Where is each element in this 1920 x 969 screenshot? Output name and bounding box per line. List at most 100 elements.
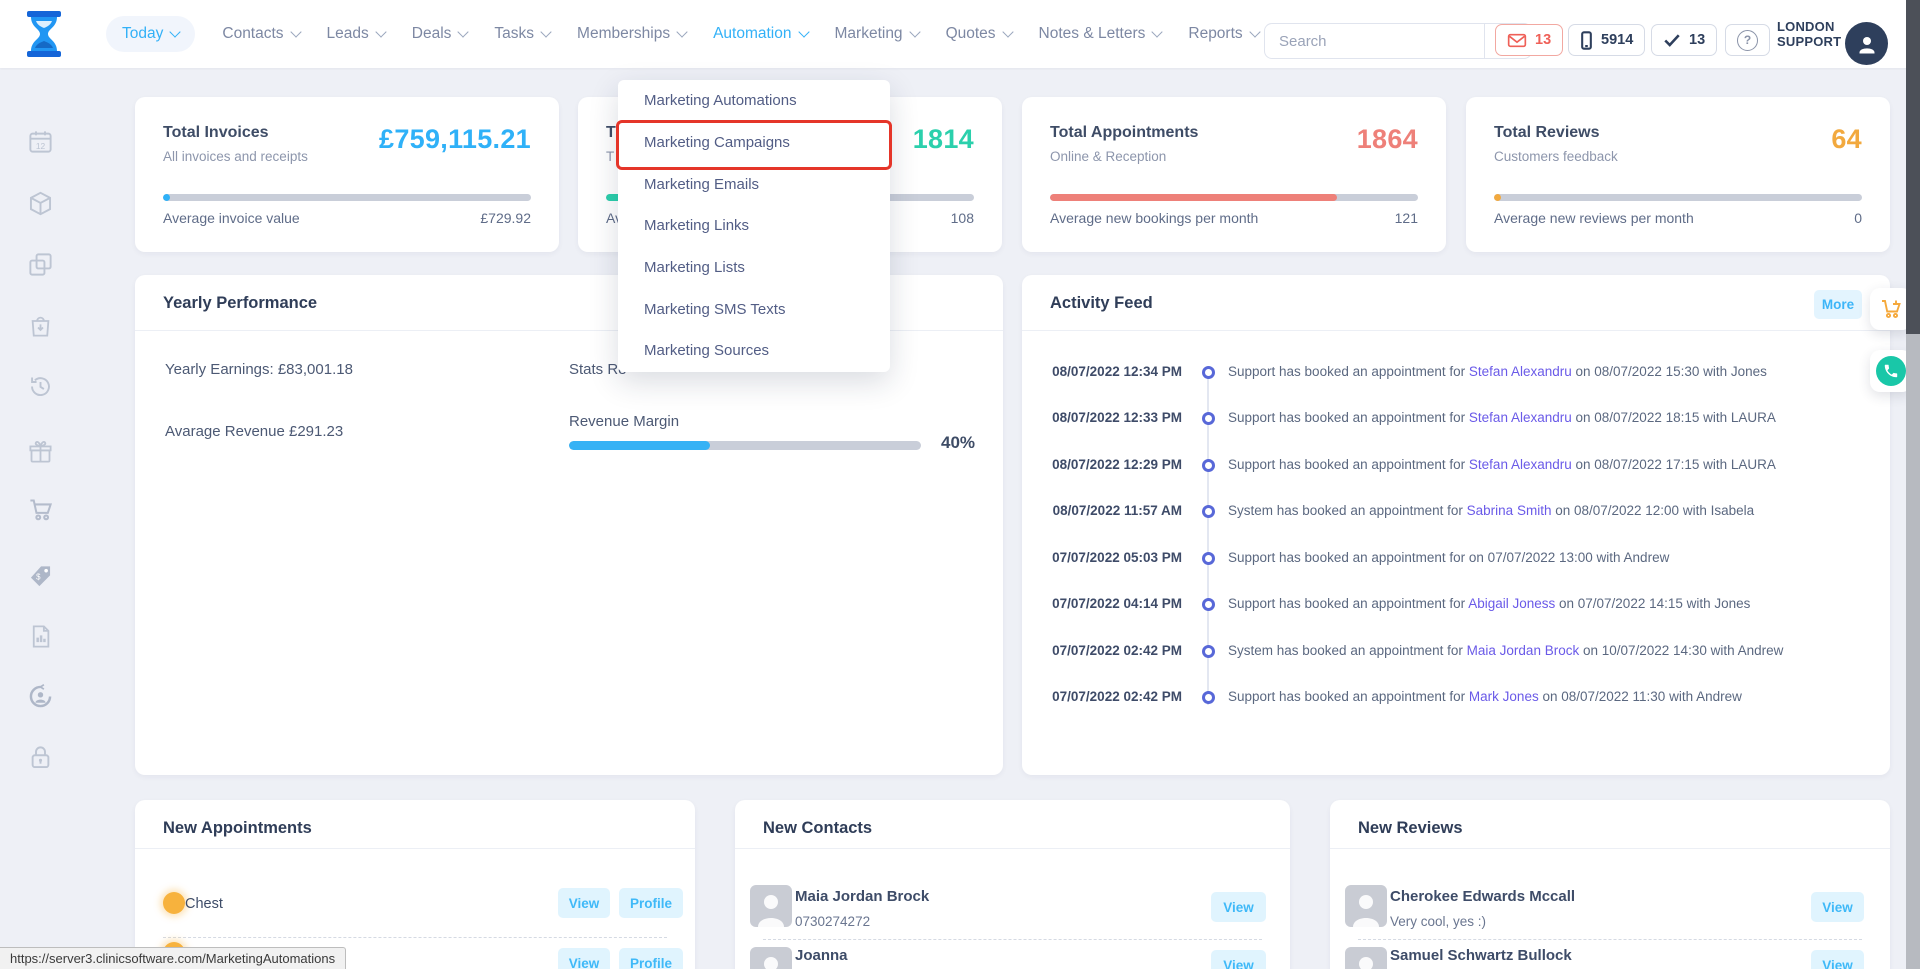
nav-item-marketing[interactable]: Marketing [835, 25, 919, 43]
menu-item-marketing-campaigns[interactable]: Marketing Campaigns [618, 122, 890, 164]
contact-name: Joanna [795, 947, 848, 964]
view-button[interactable]: View [1811, 950, 1864, 969]
chevron-down-icon [540, 26, 551, 37]
sidebar-account-sync-icon[interactable] [27, 683, 54, 710]
view-button[interactable]: View [1211, 892, 1266, 922]
divider [135, 848, 695, 849]
revenue-margin-fill [569, 441, 710, 450]
stat-value: 1864 [1357, 124, 1418, 155]
revenue-margin-label: Revenue Margin [569, 413, 679, 430]
nav-item-contacts[interactable]: Contacts [222, 25, 299, 43]
stat-card-reviews: Total Reviews Customers feedback 64 Aver… [1466, 97, 1890, 252]
person-link[interactable]: Stefan Alexandru [1469, 364, 1572, 379]
view-button[interactable]: View [558, 948, 610, 969]
menu-item-marketing-sources[interactable]: Marketing Sources [618, 330, 890, 372]
mail-badge[interactable]: 13 [1495, 24, 1563, 56]
dashboard-screen: Today Contacts Leads Deals Tasks Members… [0, 0, 1920, 969]
person-link[interactable]: Stefan Alexandru [1469, 410, 1572, 425]
view-button[interactable]: View [558, 888, 610, 918]
activity-entry: 07/07/2022 05:03 PM Support has booked a… [1022, 550, 1870, 570]
stat-footer-label: Average invoice value [163, 210, 300, 226]
profile-button[interactable]: Profile [619, 948, 683, 969]
activity-text: Support has booked an appointment for on… [1228, 550, 1870, 565]
nav-item-notes-letters[interactable]: Notes & Letters [1039, 25, 1162, 43]
contact-phone: 0730274272 [795, 914, 870, 929]
person-link[interactable]: Abigail Joness [1468, 596, 1555, 611]
chevron-down-icon [676, 26, 687, 37]
phone-count: 5914 [1601, 32, 1633, 48]
sidebar-gift-icon[interactable] [27, 438, 54, 465]
nav-label: Quotes [946, 25, 996, 43]
profile-button[interactable]: Profile [619, 888, 683, 918]
sidebar-copy-icon[interactable] [27, 251, 54, 278]
activity-feed-panel: Activity Feed More 08/07/2022 12:34 PM S… [1022, 275, 1890, 775]
phone-badge[interactable]: 5914 [1568, 24, 1645, 56]
view-button[interactable]: View [1811, 892, 1864, 922]
new-contacts-panel: New Contacts Maia Jordan Brock 073027427… [735, 800, 1290, 969]
nav-label: Automation [713, 25, 791, 43]
menu-item-marketing-lists[interactable]: Marketing Lists [618, 247, 890, 289]
stat-footer-label: Average new bookings per month [1050, 210, 1258, 226]
person-link[interactable]: Stefan Alexandru [1469, 457, 1572, 472]
nav-item-quotes[interactable]: Quotes [946, 25, 1012, 43]
person-link[interactable]: Mark Jones [1469, 689, 1539, 704]
help-badge[interactable]: ? [1725, 24, 1770, 56]
scrollbar-thumb[interactable] [1906, 0, 1920, 334]
sidebar-cart-icon[interactable] [27, 496, 54, 523]
progress-track [1494, 194, 1862, 201]
check-icon [1663, 33, 1681, 48]
nav-item-deals[interactable]: Deals [412, 25, 468, 43]
sidebar-history-icon[interactable] [27, 373, 54, 400]
yearly-earnings: Yearly Earnings: £83,001.18 [165, 361, 353, 378]
chevron-down-icon [290, 26, 301, 37]
timeline-dot-icon [1202, 459, 1215, 472]
user-avatar[interactable] [1845, 22, 1888, 65]
nav-item-automation[interactable]: Automation [713, 25, 807, 43]
stat-card-invoices: Total Invoices All invoices and receipts… [135, 97, 559, 252]
timeline-dot-icon [1202, 412, 1215, 425]
menu-item-marketing-links[interactable]: Marketing Links [618, 205, 890, 247]
sidebar-package-icon[interactable] [27, 190, 54, 217]
menu-item-marketing-automations[interactable]: Marketing Automations [618, 80, 890, 122]
stat-value: £759,115.21 [379, 124, 531, 155]
timeline-dot-icon [1202, 598, 1215, 611]
chevron-down-icon [1152, 26, 1163, 37]
search-box [1264, 23, 1532, 59]
sidebar-shopping-bag-icon[interactable] [27, 312, 54, 339]
tasks-badge[interactable]: 13 [1651, 24, 1717, 56]
stat-title: Total Reviews [1494, 124, 1862, 142]
chevron-down-icon [1249, 26, 1260, 37]
sidebar-calendar-icon[interactable]: 12 [27, 128, 54, 155]
nav-item-leads[interactable]: Leads [327, 25, 385, 43]
sidebar-price-tag-icon[interactable]: $ [27, 563, 54, 590]
appointment-name: Chest [185, 896, 223, 912]
nav-label: Leads [327, 25, 369, 43]
search-input[interactable] [1265, 33, 1484, 50]
menu-item-marketing-sms-texts[interactable]: Marketing SMS Texts [618, 288, 890, 330]
row-divider [163, 937, 667, 938]
nav-item-memberships[interactable]: Memberships [577, 25, 686, 43]
stat-card-appointments: Total Appointments Online & Reception 18… [1022, 97, 1446, 252]
activity-entry: 07/07/2022 04:14 PM Support has booked a… [1022, 596, 1870, 616]
app-logo-icon[interactable] [22, 9, 66, 59]
more-button[interactable]: More [1814, 290, 1862, 319]
activity-text: Support has booked an appointment for St… [1228, 410, 1870, 425]
person-link[interactable]: Maia Jordan Brock [1467, 643, 1580, 658]
panel-title: New Appointments [163, 819, 312, 838]
nav-item-tasks[interactable]: Tasks [494, 25, 550, 43]
stat-subtitle: Customers feedback [1494, 149, 1862, 164]
divider [1022, 330, 1890, 331]
automation-dropdown-menu: Marketing Automations Marketing Campaign… [618, 80, 890, 372]
help-icon: ? [1737, 30, 1758, 51]
view-button[interactable]: View [1211, 950, 1266, 969]
nav-item-reports[interactable]: Reports [1188, 25, 1258, 43]
menu-item-marketing-emails[interactable]: Marketing Emails [618, 163, 890, 205]
nav-item-today[interactable]: Today [106, 16, 195, 52]
sidebar-report-icon[interactable] [27, 623, 54, 650]
average-revenue: Avarage Revenue £291.23 [165, 423, 343, 440]
scrollbar-track[interactable] [1906, 0, 1920, 969]
sidebar-lock-icon[interactable] [27, 744, 54, 771]
person-link[interactable]: Sabrina Smith [1467, 503, 1552, 518]
nav-label: Contacts [222, 25, 283, 43]
timeline-dot-icon [1202, 366, 1215, 379]
